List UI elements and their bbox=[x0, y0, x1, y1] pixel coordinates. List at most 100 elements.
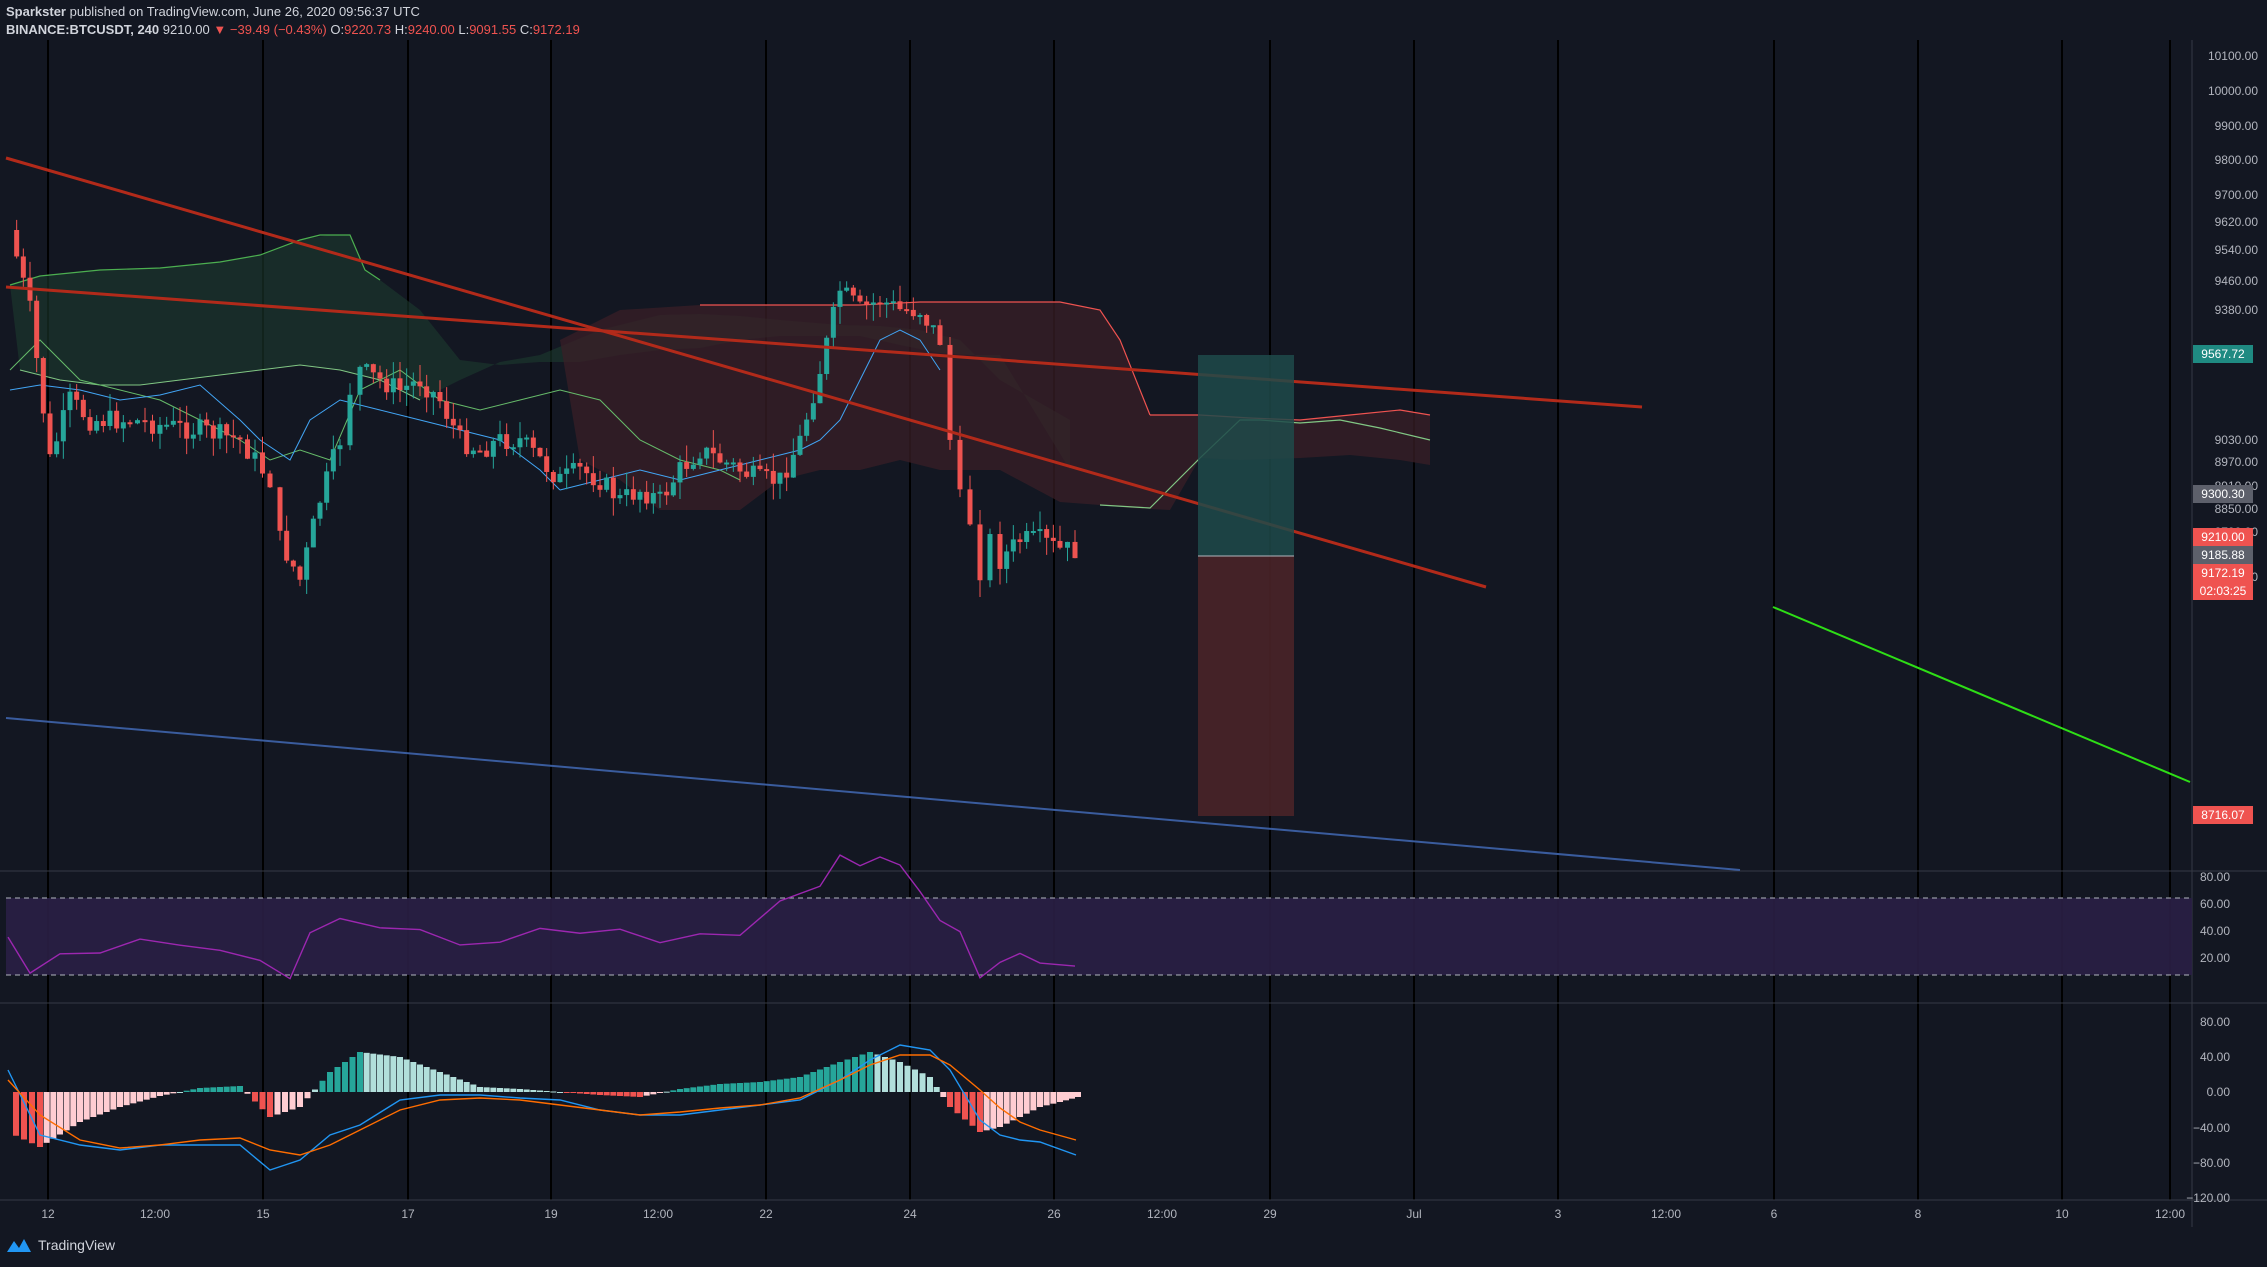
candle-body[interactable] bbox=[937, 325, 943, 345]
candle-body[interactable] bbox=[397, 378, 403, 390]
candle-body[interactable] bbox=[417, 381, 423, 387]
candle-body[interactable] bbox=[684, 462, 690, 469]
candle-body[interactable] bbox=[1050, 537, 1056, 541]
candle-body[interactable] bbox=[490, 440, 496, 457]
candle-body[interactable] bbox=[177, 420, 183, 423]
candle-body[interactable] bbox=[924, 315, 930, 326]
candle-body[interactable] bbox=[717, 453, 723, 463]
candle-body[interactable] bbox=[100, 421, 106, 427]
candle-body[interactable] bbox=[1057, 540, 1063, 548]
stop-zone[interactable] bbox=[1198, 556, 1294, 816]
candle-body[interactable] bbox=[510, 447, 516, 450]
candle-body[interactable] bbox=[330, 449, 336, 472]
candle-body[interactable] bbox=[135, 420, 140, 424]
candle-body[interactable] bbox=[210, 425, 216, 439]
candle-body[interactable] bbox=[817, 373, 823, 404]
candle-body[interactable] bbox=[390, 378, 396, 393]
candle-body[interactable] bbox=[87, 417, 93, 431]
candle-body[interactable] bbox=[74, 391, 80, 400]
candle-body[interactable] bbox=[677, 462, 683, 483]
candle-body[interactable] bbox=[204, 419, 210, 426]
candle-body[interactable] bbox=[744, 471, 750, 477]
candle-body[interactable] bbox=[197, 419, 203, 435]
candle-body[interactable] bbox=[310, 518, 316, 548]
candle-body[interactable] bbox=[60, 410, 66, 442]
candle-body[interactable] bbox=[430, 392, 436, 398]
candle-body[interactable] bbox=[357, 366, 363, 395]
candle-body[interactable] bbox=[364, 364, 370, 367]
candle-body[interactable] bbox=[337, 445, 343, 450]
trend-line-horizontal[interactable] bbox=[5, 285, 1643, 409]
candle-body[interactable] bbox=[14, 230, 20, 257]
candle-body[interactable] bbox=[897, 301, 903, 310]
candle-body[interactable] bbox=[844, 287, 850, 291]
candle-body[interactable] bbox=[67, 391, 73, 411]
candle-body[interactable] bbox=[34, 300, 40, 359]
candle-body[interactable] bbox=[370, 364, 376, 373]
author-name[interactable]: Sparkster bbox=[6, 4, 66, 19]
candle-body[interactable] bbox=[904, 309, 910, 312]
candle-body[interactable] bbox=[750, 465, 756, 477]
candle-body[interactable] bbox=[987, 534, 993, 581]
candle-body[interactable] bbox=[290, 560, 296, 567]
candle-body[interactable] bbox=[120, 422, 126, 429]
candle-body[interactable] bbox=[544, 456, 550, 472]
candle-body[interactable] bbox=[690, 464, 696, 469]
candle-body[interactable] bbox=[190, 434, 196, 439]
candle-body[interactable] bbox=[424, 386, 430, 398]
candle-body[interactable] bbox=[497, 434, 503, 441]
candle-body[interactable] bbox=[624, 489, 630, 496]
candle-body[interactable] bbox=[997, 534, 1003, 569]
candle-body[interactable] bbox=[217, 424, 223, 439]
candle-body[interactable] bbox=[910, 309, 916, 317]
projection-line[interactable] bbox=[1772, 606, 2191, 783]
candle-body[interactable] bbox=[347, 394, 353, 446]
candle-body[interactable] bbox=[777, 472, 783, 484]
candle-body[interactable] bbox=[94, 421, 100, 431]
candle-body[interactable] bbox=[107, 410, 113, 427]
candle-body[interactable] bbox=[237, 437, 243, 440]
rsi-pane[interactable] bbox=[6, 854, 2192, 980]
candle-body[interactable] bbox=[477, 450, 483, 453]
symbol-label[interactable]: BINANCE:BTCUSDT, 240 bbox=[6, 22, 160, 37]
candle-body[interactable] bbox=[610, 477, 616, 499]
candle-body[interactable] bbox=[550, 471, 556, 483]
candle-body[interactable] bbox=[464, 430, 470, 455]
candle-body[interactable] bbox=[260, 452, 265, 474]
candle-body[interactable] bbox=[537, 447, 543, 457]
candle-body[interactable] bbox=[557, 473, 563, 483]
candle-body[interactable] bbox=[1010, 539, 1016, 552]
candle-body[interactable] bbox=[324, 471, 330, 503]
candle-body[interactable] bbox=[957, 439, 963, 490]
candle-body[interactable] bbox=[277, 487, 283, 531]
candle-body[interactable] bbox=[504, 434, 510, 449]
candle-body[interactable] bbox=[450, 418, 456, 426]
candle-body[interactable] bbox=[1004, 551, 1010, 569]
candle-body[interactable] bbox=[164, 424, 170, 427]
candle-body[interactable] bbox=[410, 381, 416, 386]
candle-body[interactable] bbox=[570, 462, 576, 469]
candle-body[interactable] bbox=[704, 447, 710, 459]
candle-body[interactable] bbox=[877, 302, 883, 305]
candle-body[interactable] bbox=[710, 447, 716, 454]
candle-body[interactable] bbox=[1037, 529, 1043, 532]
candle-body[interactable] bbox=[1017, 539, 1023, 542]
candle-body[interactable] bbox=[730, 462, 736, 465]
candle-body[interactable] bbox=[1044, 529, 1050, 538]
candle-body[interactable] bbox=[757, 465, 763, 470]
candle-body[interactable] bbox=[384, 378, 390, 393]
candlestick-series[interactable] bbox=[14, 219, 1078, 598]
candle-body[interactable] bbox=[577, 462, 583, 467]
price-axis[interactable]: 10100.00 10000.00 9900.00 9800.00 9700.00 962… bbox=[2208, 49, 2258, 584]
macd-axis[interactable]: 80.00 40.00 0.00 −40.00 −80.00 −120.00 bbox=[2186, 1015, 2230, 1205]
long-position-tool[interactable] bbox=[1198, 355, 1294, 816]
candle-body[interactable] bbox=[590, 473, 596, 486]
candle-body[interactable] bbox=[810, 403, 816, 420]
candle-body[interactable] bbox=[977, 524, 983, 581]
candle-body[interactable] bbox=[857, 295, 863, 302]
candle-body[interactable] bbox=[784, 472, 790, 478]
candle-body[interactable] bbox=[837, 290, 843, 307]
candle-body[interactable] bbox=[1065, 541, 1070, 548]
support-line[interactable] bbox=[5, 717, 1741, 871]
macd-line[interactable] bbox=[7, 1044, 1077, 1171]
